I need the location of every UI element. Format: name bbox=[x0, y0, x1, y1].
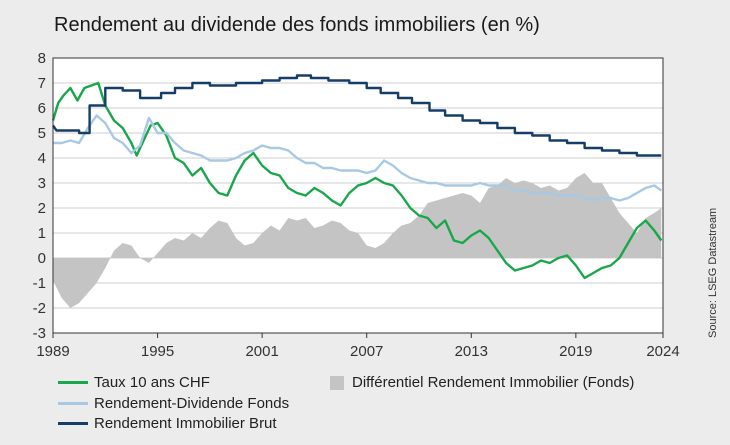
x-tick-label: 2024 bbox=[646, 343, 679, 360]
line-layer bbox=[51, 74, 663, 280]
y-tick-label: 5 bbox=[38, 125, 46, 142]
y-tick-label: 2 bbox=[38, 200, 46, 217]
x-tick-label: 2019 bbox=[559, 343, 592, 360]
legend-swatch-gray bbox=[330, 375, 344, 390]
x-tick-label: 1995 bbox=[141, 343, 174, 360]
legend-item-brut: Rendement Immobilier Brut bbox=[58, 415, 277, 432]
y-axis: 8 7 6 5 4 3 2 1 0 -1 -2 -3 bbox=[33, 50, 46, 342]
chart-title: Rendement au dividende des fonds immobil… bbox=[54, 14, 540, 36]
legend-item-dividende: Rendement-Dividende Fonds bbox=[58, 395, 289, 412]
y-tick-label: -3 bbox=[33, 325, 46, 342]
series-line-taux-10-ans bbox=[51, 81, 663, 280]
x-tick-label: 2007 bbox=[350, 343, 383, 360]
series-line-rendement-brut bbox=[52, 74, 662, 157]
y-tick-label: 1 bbox=[38, 225, 46, 242]
legend-swatch-lightblue bbox=[58, 402, 88, 405]
plot-border bbox=[52, 57, 664, 334]
y-tick-label: 8 bbox=[38, 50, 46, 67]
area-layer bbox=[53, 173, 662, 308]
legend-swatch-darkblue bbox=[58, 422, 88, 425]
y-tick-label: -2 bbox=[33, 300, 46, 317]
y-tick-label: 0 bbox=[38, 250, 46, 267]
legend-item-taux: Taux 10 ans CHF bbox=[58, 374, 210, 391]
legend-label: Taux 10 ans CHF bbox=[94, 374, 210, 391]
source-note: Source: LSEG Datastream bbox=[707, 208, 719, 338]
y-tick-label: 7 bbox=[38, 75, 46, 92]
x-tick-label: 2013 bbox=[455, 343, 488, 360]
y-tick-label: 3 bbox=[38, 175, 46, 192]
x-tick-label: 2001 bbox=[245, 343, 278, 360]
x-tick-label: 1989 bbox=[36, 343, 69, 360]
x-axis: 1989 1995 2001 2007 2013 2019 2024 bbox=[36, 333, 680, 360]
series-area-differentiel bbox=[53, 173, 662, 308]
series-line-rendement-dividende bbox=[53, 114, 662, 202]
legend-swatch-green bbox=[58, 381, 88, 384]
legend-label: Rendement-Dividende Fonds bbox=[94, 395, 290, 412]
y-tick-label: -1 bbox=[33, 275, 46, 292]
legend-item-differentiel: Différentiel Rendement Immobilier (Fonds… bbox=[330, 374, 634, 391]
y-tick-label: 6 bbox=[38, 100, 46, 117]
legend-label: Différentiel Rendement Immobilier (Fonds… bbox=[352, 374, 635, 391]
y-tick-label: 4 bbox=[38, 150, 46, 167]
legend-label: Rendement Immobilier Brut bbox=[94, 415, 277, 432]
